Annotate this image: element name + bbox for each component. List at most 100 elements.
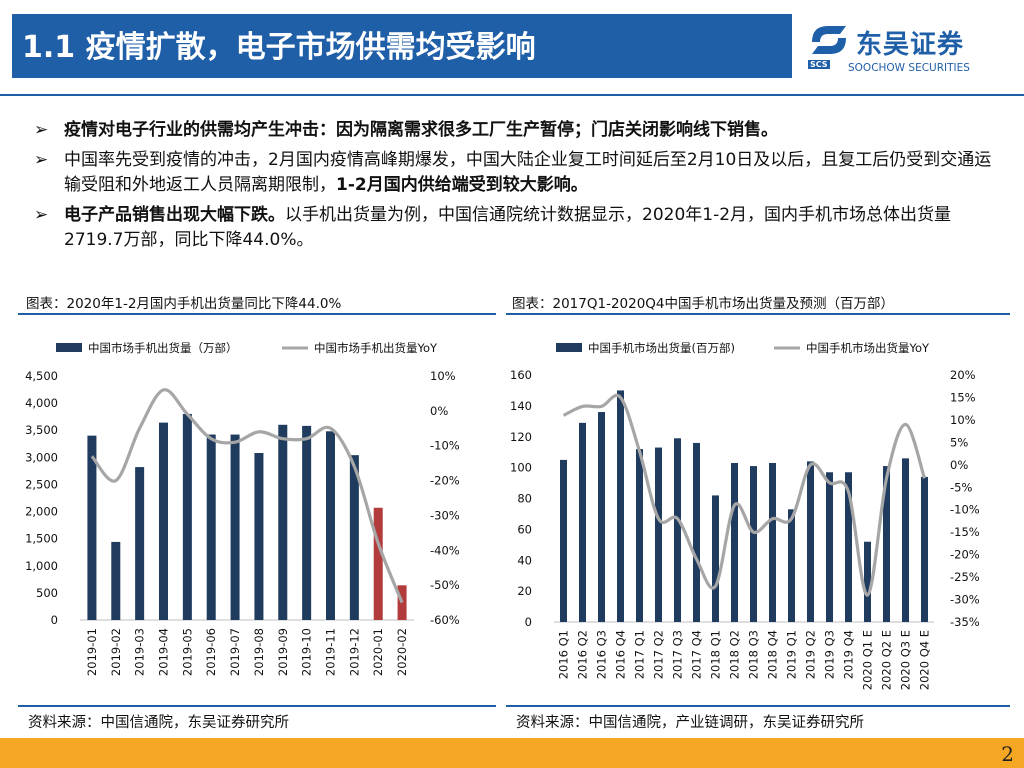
data-bar [254,452,264,620]
y-tick-label: 0 [51,613,58,627]
y-tick-label: 3,000 [25,450,58,464]
data-bar [206,434,216,620]
x-tick-label: 2019-02 [109,628,123,676]
x-tick-label: 2019-01 [85,628,99,676]
data-bar [712,495,719,622]
x-tick-label: 2019 Q4 [842,630,856,679]
y2-tick-label: -5% [950,480,972,494]
right-caption-rule [506,313,1010,315]
x-tick-label: 2018 Q1 [709,630,723,679]
data-bar [397,585,407,620]
data-bar [674,438,681,622]
page-number: 2 [1001,742,1014,766]
data-bar [845,472,852,622]
header-divider [0,94,1024,96]
x-tick-label: 2019 Q3 [823,630,837,679]
yoy-series-line [90,388,404,604]
logo-badge: SCS [808,60,830,69]
y-tick-label: 4,000 [25,396,58,410]
right-chart-caption: 图表：2017Q1-2020Q4中国手机市场出货量及预测（百万部） [512,296,895,312]
y2-tick-label: -40% [430,543,460,557]
x-tick-label: 2019 Q1 [785,630,799,679]
data-bar [655,447,662,622]
y2-tick-label: 5% [950,435,968,449]
left-chart-caption: 图表：2020年1-2月国内手机出货量同比下降44.0% [26,296,342,312]
legend-line-label: 中国市场手机出货量YoY [314,341,438,355]
data-bar [373,507,383,620]
logo-name-en: SOOCHOW SECURITIES [848,62,970,74]
y-tick-label: 120 [510,430,532,444]
bullet-bold-text: 1-2月国内供给端受到较大影响。 [336,175,588,195]
data-bar [326,431,335,620]
x-tick-label: 2017 Q2 [652,630,666,679]
y-tick-label: 500 [36,586,58,600]
x-tick-label: 2019-09 [276,628,290,676]
data-bar [349,455,359,620]
x-tick-label: 2018 Q4 [766,630,780,679]
x-tick-label: 2019 Q2 [804,630,818,679]
y2-tick-label: 10% [950,413,976,427]
bullet-item: ➢ 疫情对电子行业的供需均产生冲击：因为隔离需求很多工厂生产暂停；门店关闭影响线… [34,118,994,143]
bullet-bold-text: 电子产品销售出现大幅下跌。 [64,205,285,225]
y-tick-label: 160 [510,368,532,382]
y2-tick-label: 20% [950,368,976,382]
y2-tick-label: 15% [950,390,976,404]
left-source-note: 资料来源：中国信通院，东吴证券研究所 [28,715,289,731]
y2-tick-label: -15% [950,525,980,539]
data-bar [788,509,795,622]
legend-bar-swatch [556,343,582,352]
y-tick-label: 2,000 [25,505,58,519]
arrow-bullet-icon: ➢ [34,205,49,225]
data-bar [826,472,833,622]
y2-tick-label: -30% [430,508,460,522]
x-tick-label: 2018 Q2 [728,630,742,679]
y2-tick-label: -10% [950,503,980,517]
right-source-rule [506,705,1010,707]
y-tick-label: 0 [525,615,532,629]
x-tick-label: 2020 Q4 E [918,630,932,690]
data-bar [921,476,928,622]
x-tick-label: 2019-07 [228,628,242,676]
x-tick-label: 2019-11 [324,628,338,676]
data-bar [579,422,586,622]
y-tick-label: 20 [517,584,532,598]
y-tick-label: 40 [517,553,532,567]
data-bar [750,466,757,622]
data-bar [182,413,192,620]
arrow-bullet-icon: ➢ [34,120,49,140]
data-bar [159,422,168,620]
y-tick-label: 4,500 [25,369,58,383]
bullet-list: ➢ 疫情对电子行业的供需均产生冲击：因为隔离需求很多工厂生产暂停；门店关闭影响线… [34,118,994,258]
left-shipment-chart: 中国市场手机出货量（万部） 中国市场手机出货量YoY 0 500 1,000 1,500 2… [25,341,460,676]
yoy-series-line [562,393,927,597]
x-tick-label: 2020-02 [395,628,409,676]
data-bar [769,462,776,622]
x-tick-label: 2019-06 [204,628,218,676]
arrow-bullet-icon: ➢ [34,150,49,170]
y2-tick-label: -60% [430,613,460,627]
left-caption-rule [18,313,496,315]
y2-tick-label: -25% [950,570,980,584]
x-tick-label: 2020 Q2 E [880,630,894,690]
y2-tick-label: -20% [950,548,980,562]
logo-name-cn: 东吴证券 [856,30,965,60]
y2-tick-label: 10% [430,369,456,383]
x-tick-label: 2020-01 [371,628,385,676]
x-tick-label: 2016 Q2 [576,630,590,679]
data-bar [617,390,624,622]
right-source-note: 资料来源：中国信通院，产业链调研，东吴证券研究所 [516,715,864,731]
data-bar [807,461,814,622]
x-tick-label: 2019-05 [180,628,194,676]
data-bar [278,424,288,620]
y2-tick-label: 0% [430,404,448,418]
right-shipment-chart: 中国手机市场出货量(百万部) 中国手机市场出货量YoY 0 20 40 60 80 100 12… [510,341,980,690]
data-bar [883,466,890,622]
y2-tick-label: -50% [430,578,460,592]
data-bar [230,434,240,620]
y-tick-label: 100 [510,461,532,475]
data-bar [598,412,605,622]
y-tick-label: 80 [517,492,532,506]
y-tick-label: 60 [517,522,532,536]
data-bar [693,442,700,622]
company-logo: SCS 东吴证券 SOOCHOW SECURITIES [804,18,1014,80]
